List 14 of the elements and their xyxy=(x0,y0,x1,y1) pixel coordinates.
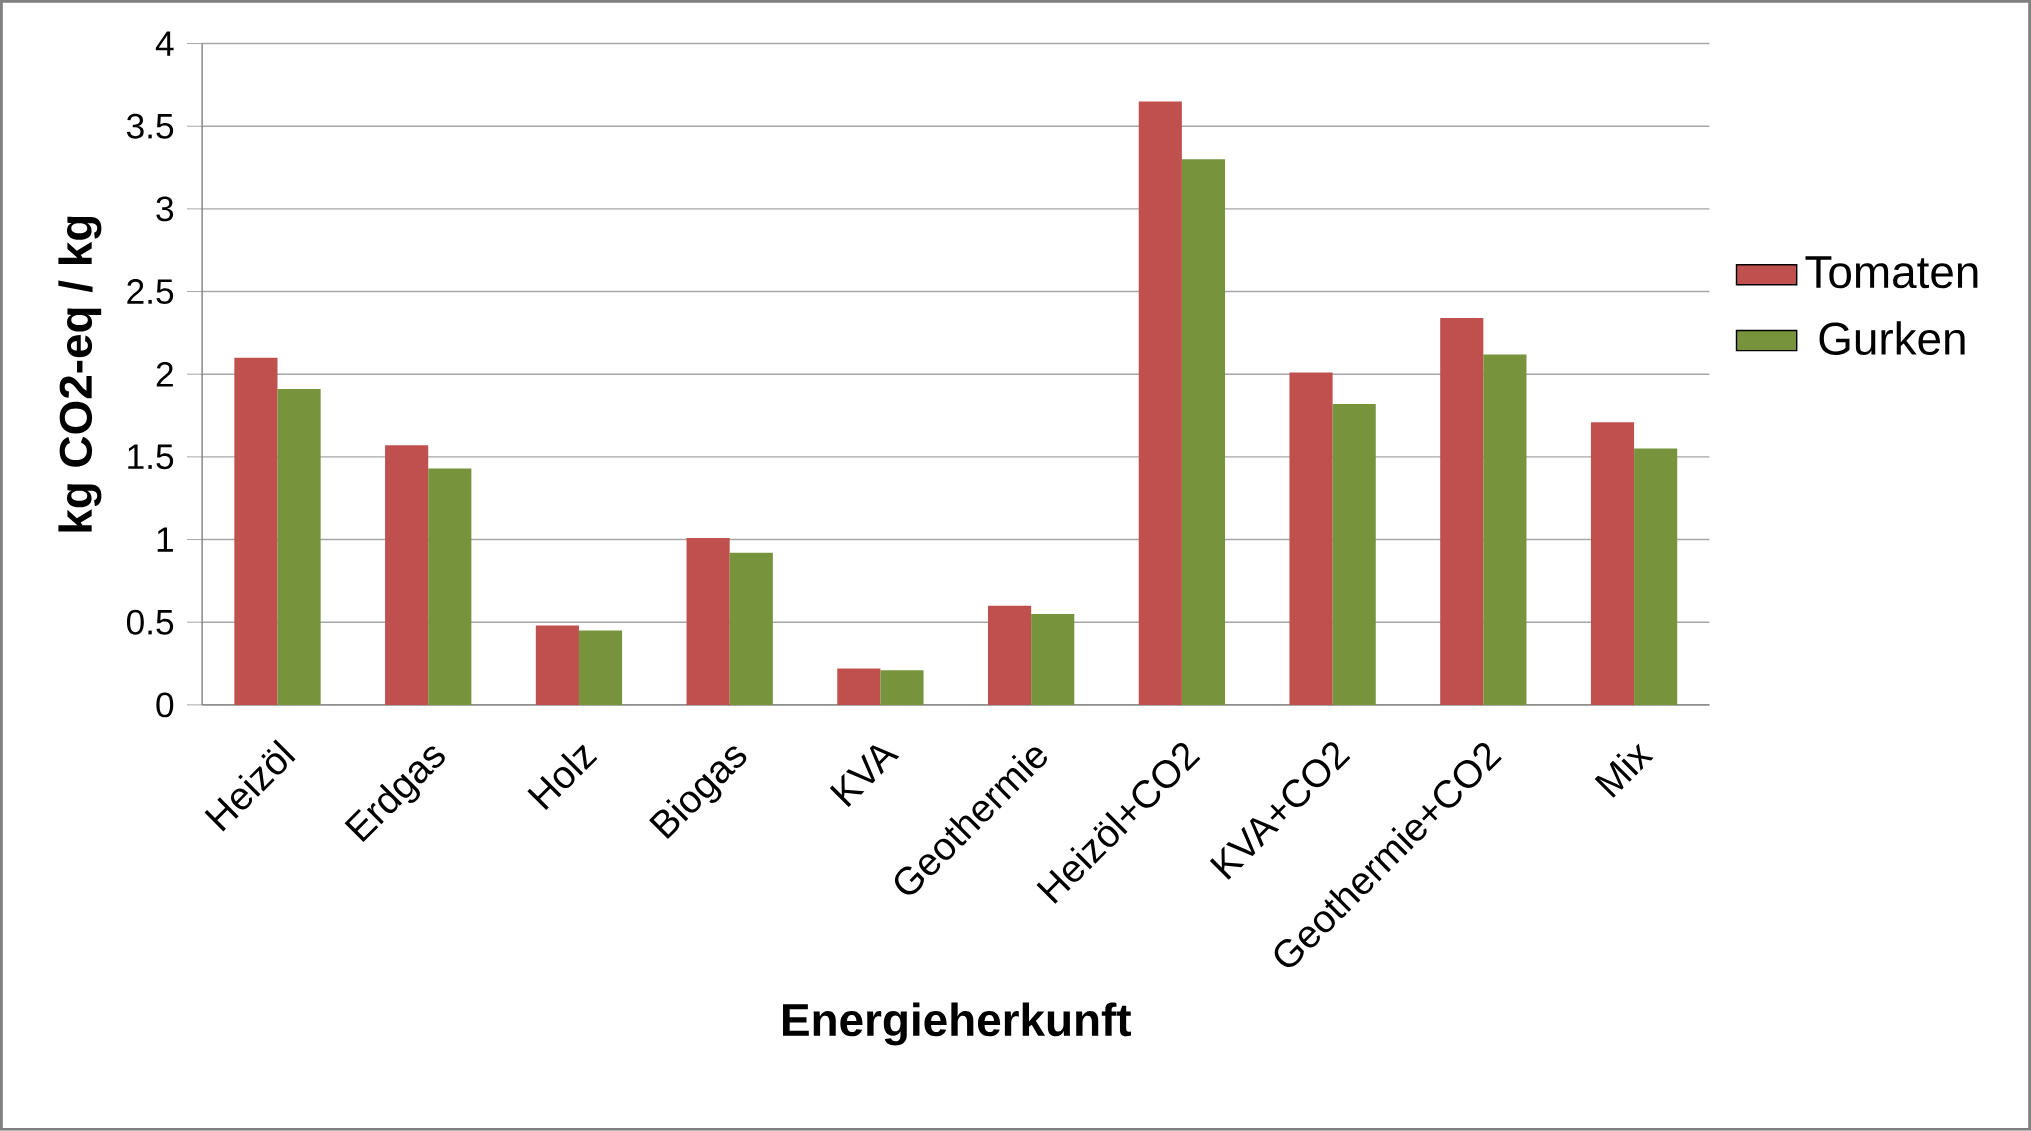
y-tick-label: 2.5 xyxy=(127,279,174,305)
y-tick-label: 1.5 xyxy=(128,444,174,470)
y-tick-label: 3 xyxy=(156,196,174,222)
y-tick-label: 0.5 xyxy=(126,609,174,635)
y-tick-label: 0 xyxy=(156,692,174,718)
legend-label: Gurken xyxy=(1819,321,1965,356)
y-tick-label: 4 xyxy=(155,31,174,56)
y-tick-label: 2 xyxy=(156,362,173,387)
y-axis-title: kg CO2-eq / kg xyxy=(58,216,102,532)
y-tick-label: 1 xyxy=(157,527,173,552)
x-tick-label: Mix xyxy=(1594,743,1654,798)
x-axis-title: Energieherkunft xyxy=(783,1002,1132,1046)
y-tick-label: 3.5 xyxy=(126,113,174,139)
legend-label: Tomaten xyxy=(1805,256,1978,289)
